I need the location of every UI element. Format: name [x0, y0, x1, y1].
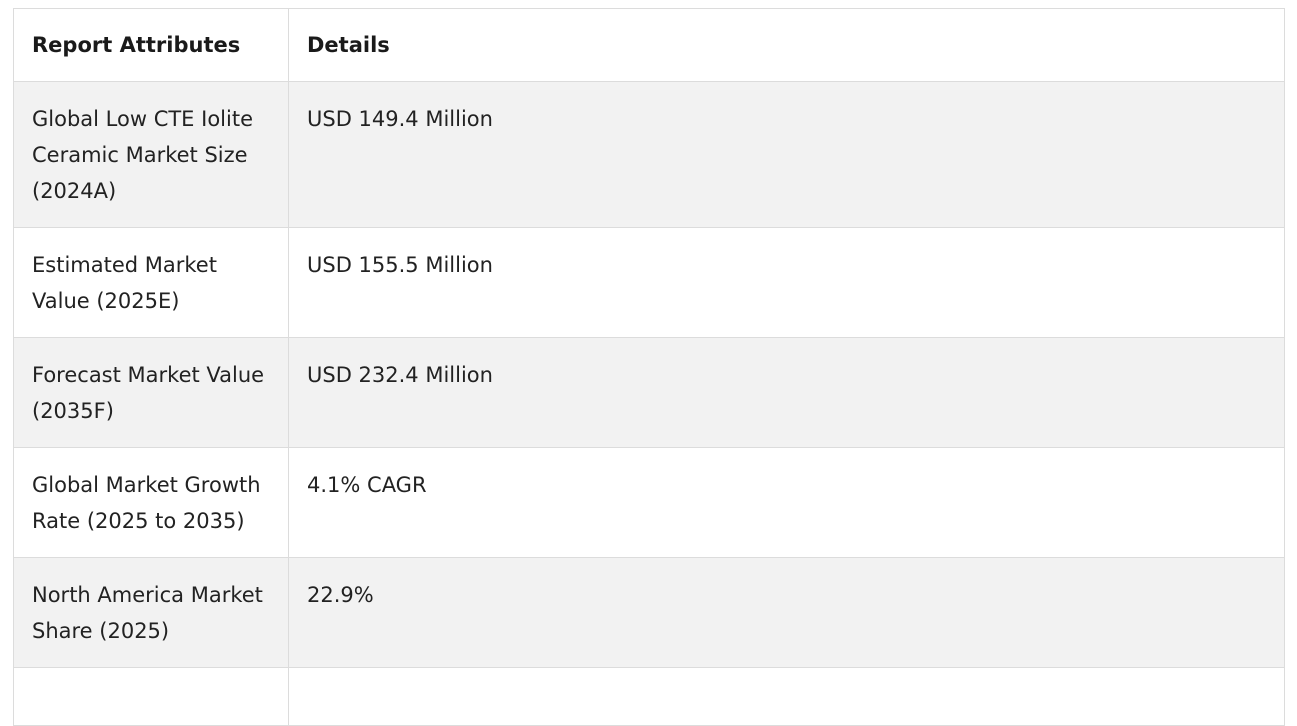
table-row: Global Market Growth Rate (2025 to 2035)…	[13, 447, 1285, 558]
report-attributes-table: Report Attributes Details Global Low CTE…	[13, 8, 1285, 726]
table-row: North America Market Share (2025) 22.9%	[13, 557, 1285, 668]
attribute-cell	[13, 667, 289, 726]
table-row: Estimated Market Value (2025E) USD 155.5…	[13, 227, 1285, 338]
detail-cell: USD 232.4 Million	[288, 337, 1285, 448]
table-row: Forecast Market Value (2035F) USD 232.4 …	[13, 337, 1285, 448]
detail-cell: USD 149.4 Million	[288, 81, 1285, 228]
attribute-cell: Estimated Market Value (2025E)	[13, 227, 289, 338]
detail-cell: 4.1% CAGR	[288, 447, 1285, 558]
detail-cell: 22.9%	[288, 557, 1285, 668]
attribute-cell: Global Low CTE Iolite Ceramic Market Siz…	[13, 81, 289, 228]
detail-cell	[288, 667, 1285, 726]
table-row: Global Low CTE Iolite Ceramic Market Siz…	[13, 81, 1285, 228]
table-row	[13, 667, 1285, 726]
report-attributes-table-container: Report Attributes Details Global Low CTE…	[13, 8, 1285, 726]
detail-cell: USD 155.5 Million	[288, 227, 1285, 338]
header-details: Details	[288, 8, 1285, 82]
attribute-cell: Forecast Market Value (2035F)	[13, 337, 289, 448]
attribute-cell: North America Market Share (2025)	[13, 557, 289, 668]
table-header-row: Report Attributes Details	[13, 8, 1285, 82]
attribute-cell: Global Market Growth Rate (2025 to 2035)	[13, 447, 289, 558]
header-report-attributes: Report Attributes	[13, 8, 289, 82]
